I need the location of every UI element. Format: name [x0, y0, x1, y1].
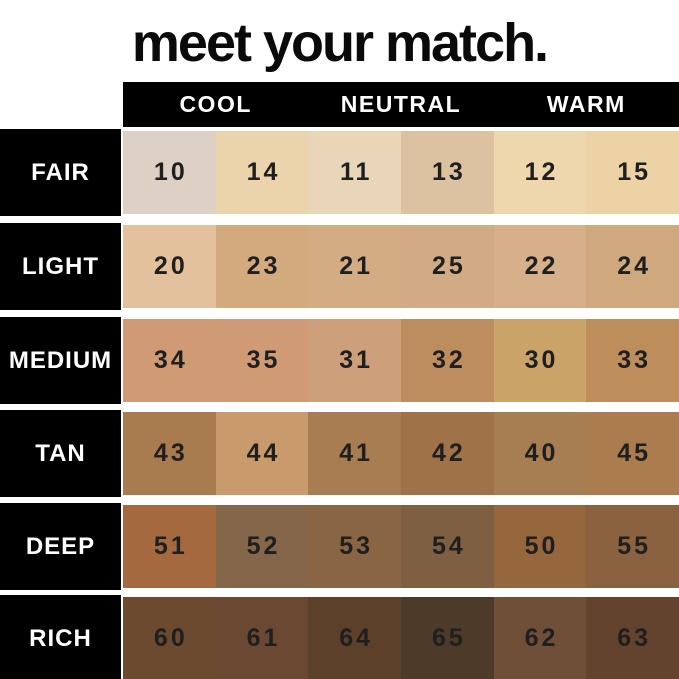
shade-swatch-40: 40 [493, 412, 587, 495]
shade-row-deep: DEEP 51 52 53 54 50 55 [0, 503, 679, 590]
shade-number: 53 [339, 532, 374, 560]
shade-swatch-20: 20 [123, 225, 216, 308]
shade-swatch-14: 14 [215, 131, 309, 214]
shade-swatch-42: 42 [401, 412, 494, 495]
shade-number: 41 [339, 439, 374, 467]
swatch-strip-tan: 43 44 41 42 40 45 [123, 412, 679, 495]
shade-row-tan: TAN 43 44 41 42 40 45 [0, 410, 679, 497]
shade-number: 51 [153, 532, 188, 560]
shade-swatch-21: 21 [308, 225, 402, 308]
shade-row-medium: MEDIUM 34 35 31 32 30 33 [0, 317, 679, 404]
shade-number: 25 [431, 252, 466, 280]
shade-swatch-64: 64 [308, 597, 402, 679]
shade-number: 44 [246, 439, 281, 467]
shade-swatch-23: 23 [215, 225, 309, 308]
row-label-deep: DEEP [0, 503, 121, 590]
shade-number: 32 [431, 346, 466, 374]
shade-swatch-22: 22 [493, 225, 587, 308]
shade-number: 22 [524, 252, 559, 280]
shade-swatch-15: 15 [586, 131, 679, 214]
shade-swatch-35: 35 [215, 319, 309, 402]
shade-number: 40 [524, 439, 559, 467]
shade-row-rich: RICH 60 61 64 65 62 63 [0, 595, 679, 679]
shade-swatch-32: 32 [401, 319, 494, 402]
shade-number: 45 [617, 439, 652, 467]
shade-number: 50 [524, 532, 559, 560]
row-label-light: LIGHT [0, 223, 121, 310]
page-title: meet your match. [131, 13, 549, 73]
column-header-warm: WARM [546, 91, 626, 117]
shade-number: 24 [617, 252, 652, 280]
swatch-strip-rich: 60 61 64 65 62 63 [123, 597, 679, 679]
row-label-fair: FAIR [0, 129, 121, 216]
shade-swatch-11: 11 [308, 131, 402, 214]
shade-swatch-45: 45 [586, 412, 679, 495]
shade-number: 61 [246, 624, 281, 652]
shade-number: 11 [339, 158, 373, 186]
shade-number: 14 [246, 158, 281, 186]
swatch-strip-light: 20 23 21 25 22 24 [123, 225, 679, 308]
shade-number: 34 [153, 346, 188, 374]
shade-number: 55 [617, 532, 652, 560]
column-header-neutral: NEUTRAL [340, 91, 462, 117]
shade-swatch-52: 52 [215, 505, 309, 588]
shade-swatch-53: 53 [308, 505, 402, 588]
shade-number: 43 [153, 439, 188, 467]
shade-swatch-63: 63 [586, 597, 679, 679]
undertone-header-bar: COOL NEUTRAL WARM [123, 82, 679, 127]
row-label-rich: RICH [0, 595, 121, 679]
row-label-medium: MEDIUM [0, 317, 121, 404]
row-label-tan: TAN [0, 410, 121, 497]
shade-number: 30 [524, 346, 559, 374]
shade-swatch-65: 65 [401, 597, 494, 679]
shade-number: 62 [524, 624, 559, 652]
shade-swatch-25: 25 [401, 225, 494, 308]
shade-swatch-34: 34 [123, 319, 216, 402]
shade-number: 15 [617, 158, 652, 186]
shade-swatch-51: 51 [123, 505, 216, 588]
swatch-strip-medium: 34 35 31 32 30 33 [123, 319, 679, 402]
shade-swatch-30: 30 [493, 319, 587, 402]
shade-row-light: LIGHT 20 23 21 25 22 24 [0, 223, 679, 310]
shade-number: 31 [339, 346, 374, 374]
shade-number: 12 [524, 158, 559, 186]
shade-swatch-44: 44 [215, 412, 309, 495]
shade-number: 10 [153, 158, 188, 186]
shade-swatch-10: 10 [123, 131, 216, 214]
shade-swatch-43: 43 [123, 412, 216, 495]
shade-swatch-24: 24 [586, 225, 679, 308]
shade-number: 33 [617, 346, 652, 374]
shade-swatch-41: 41 [308, 412, 402, 495]
shade-swatch-61: 61 [215, 597, 309, 679]
shade-swatch-31: 31 [308, 319, 402, 402]
shade-swatch-13: 13 [401, 131, 494, 214]
shade-number: 54 [431, 532, 466, 560]
swatch-strip-fair: 10 14 11 13 12 15 [123, 131, 679, 214]
shade-number: 65 [431, 624, 466, 652]
shade-swatch-33: 33 [586, 319, 679, 402]
shade-number: 21 [339, 252, 374, 280]
shade-swatch-54: 54 [401, 505, 494, 588]
shade-number: 42 [431, 439, 466, 467]
shade-number: 64 [339, 624, 374, 652]
shade-number: 63 [617, 624, 652, 652]
shade-number: 20 [153, 252, 188, 280]
shade-number: 35 [246, 346, 281, 374]
shade-number: 23 [246, 252, 281, 280]
shade-number: 13 [431, 158, 466, 186]
shade-swatch-50: 50 [493, 505, 587, 588]
shade-number: 60 [153, 624, 188, 652]
shade-number: 52 [246, 532, 281, 560]
shade-swatch-12: 12 [493, 131, 587, 214]
shade-swatch-62: 62 [493, 597, 587, 679]
shade-row-fair: FAIR 10 14 11 13 12 15 [0, 129, 679, 216]
shade-swatch-55: 55 [586, 505, 679, 588]
swatch-strip-deep: 51 52 53 54 50 55 [123, 505, 679, 588]
column-header-cool: COOL [179, 91, 252, 117]
shade-swatch-60: 60 [123, 597, 216, 679]
